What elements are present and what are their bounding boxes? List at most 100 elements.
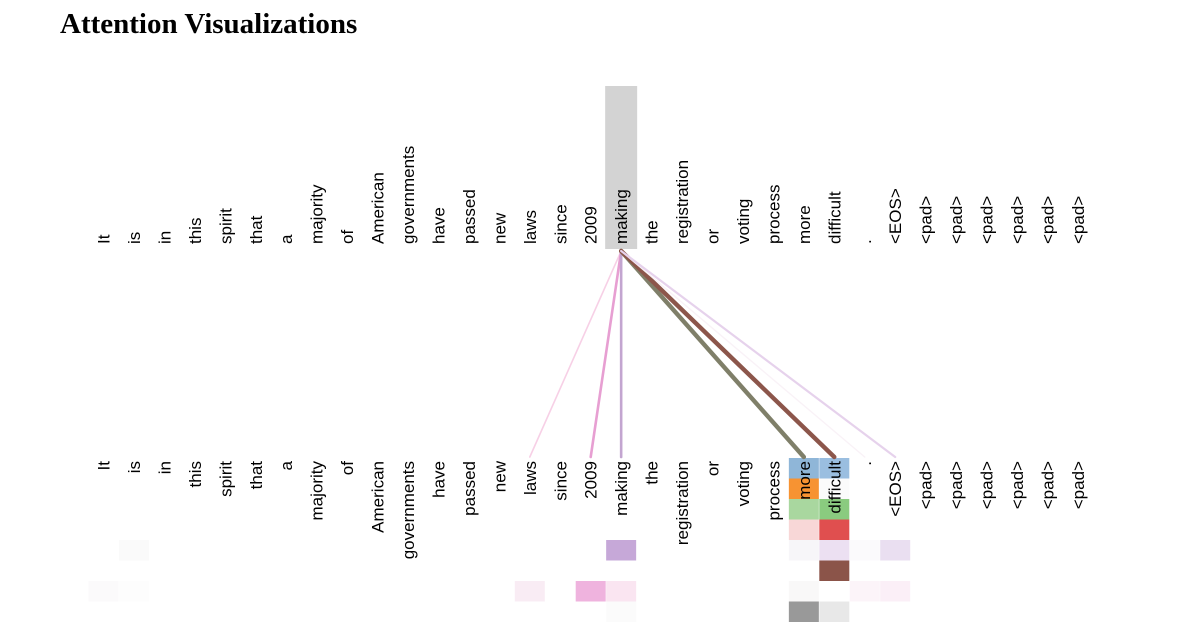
top-token: spirit (216, 208, 235, 244)
bottom-token: voting (734, 461, 753, 506)
attention-line (618, 248, 837, 460)
attention-line (620, 250, 866, 458)
page-title: Attention Visualizations (60, 8, 358, 40)
top-token: of (338, 230, 357, 244)
bottom-token: governments (399, 461, 418, 559)
attention-head-cell (819, 499, 850, 520)
bottom-token: difficult (825, 461, 844, 514)
bottom-token: <pad> (1038, 461, 1057, 509)
attention-head-cell (788, 581, 819, 602)
top-token: a (277, 234, 296, 244)
attention-head-cell (819, 478, 850, 499)
top-token: It (95, 234, 114, 244)
bottom-token: <pad> (947, 461, 966, 509)
bottom-token: <pad> (917, 461, 936, 509)
bottom-token: is (125, 461, 144, 473)
attention-head-cell (819, 601, 850, 622)
attention-head-cell (880, 581, 911, 602)
bottom-token-row: It is in this spirit that a majority of American g… (95, 460, 1088, 559)
bottom-token: the (643, 461, 662, 485)
top-token: laws (521, 210, 540, 244)
bottom-token: more (795, 461, 814, 500)
attention-head-cell (606, 581, 637, 602)
top-token: making (612, 189, 631, 244)
top-token: more (795, 205, 814, 244)
top-token: . (856, 239, 875, 244)
attention-head-cell (788, 478, 819, 499)
top-token: the (643, 220, 662, 244)
bottom-token: of (338, 461, 357, 475)
bottom-token: that (247, 461, 266, 490)
top-token: new (490, 212, 509, 244)
top-token: registration (673, 160, 692, 244)
top-token: that (247, 215, 266, 244)
attention-lines (528, 248, 897, 460)
top-token-row: It is in this spirit that a majority of American g… (95, 146, 1088, 244)
top-token: <pad> (978, 196, 997, 244)
bottom-token: have (429, 461, 448, 498)
attention-head-cell (819, 519, 850, 540)
top-token: difficult (825, 191, 844, 244)
attention-head-cell (788, 499, 819, 520)
attention-head-cell (118, 581, 149, 602)
attention-head-cell (880, 540, 911, 561)
attention-head-cell (819, 458, 850, 479)
top-token: <pad> (947, 196, 966, 244)
bottom-token: <EOS> (886, 461, 905, 517)
attention-line (589, 249, 623, 459)
top-token: voting (734, 199, 753, 244)
attention-head-cell (819, 540, 850, 561)
bottom-token: a (277, 460, 296, 470)
bottom-token: <pad> (1069, 461, 1088, 509)
top-token: <pad> (1069, 196, 1088, 244)
top-token: American (369, 172, 388, 244)
attention-head-cell (788, 519, 819, 540)
attention-head-cell (606, 601, 637, 622)
top-token: <pad> (1038, 196, 1057, 244)
attention-head-cell (788, 540, 819, 561)
attention-head-cells (88, 458, 911, 622)
top-token: this (186, 218, 205, 244)
bottom-token: making (612, 461, 631, 516)
bottom-token: since (551, 461, 570, 501)
bottom-token: passed (460, 461, 479, 516)
top-token: have (429, 207, 448, 244)
top-token: passed (460, 189, 479, 244)
bottom-token: or (704, 461, 723, 476)
bottom-token: majority (308, 461, 327, 521)
top-token: 2009 (582, 206, 601, 244)
attention-head-cell (514, 581, 545, 602)
bottom-token: this (186, 461, 205, 487)
attention-head-cell (88, 581, 119, 602)
attention-head-cell (606, 540, 637, 561)
bottom-token: It (95, 461, 114, 471)
attention-line (618, 248, 807, 460)
top-token: is (125, 232, 144, 244)
attention-head-cell (819, 560, 850, 581)
attention-line (528, 250, 622, 458)
top-token: since (551, 204, 570, 244)
bottom-token: 2009 (582, 461, 601, 499)
top-token: governments (399, 146, 418, 244)
query-token-highlight (605, 86, 638, 249)
bottom-token: in (155, 461, 174, 474)
attention-head-cell (788, 458, 819, 479)
top-token: process (764, 184, 783, 244)
bottom-token: new (490, 460, 509, 492)
bottom-token: spirit (216, 461, 235, 497)
attention-head-cell (788, 601, 819, 622)
attention-head-cell (849, 540, 880, 561)
attention-head-cell (118, 540, 149, 561)
top-token: majority (308, 184, 327, 244)
bottom-token: American (369, 461, 388, 533)
attention-head-cell (849, 581, 880, 602)
bottom-token: . (856, 461, 875, 466)
bottom-token: process (764, 461, 783, 521)
bottom-token: <pad> (1008, 461, 1027, 509)
bottom-token: laws (521, 461, 540, 495)
attention-head-cell (575, 581, 606, 602)
top-token: <pad> (1008, 196, 1027, 244)
top-token: <EOS> (886, 188, 905, 244)
top-token: in (155, 231, 174, 244)
